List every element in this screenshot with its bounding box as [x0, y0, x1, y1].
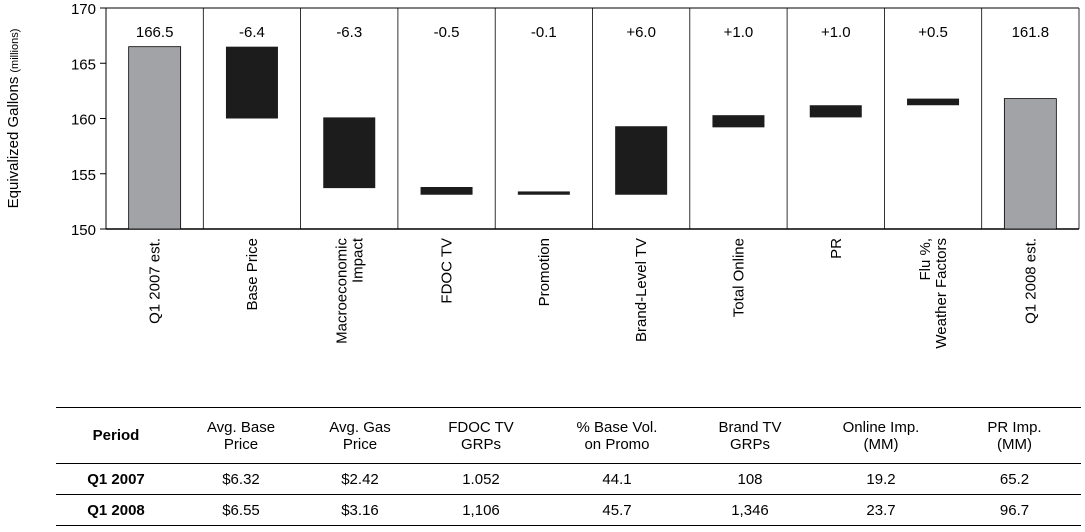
header-text: PR Imp.	[987, 418, 1042, 436]
header-text: Period	[92, 427, 140, 444]
table-cell: 108	[686, 463, 814, 495]
table-cell: $3.16	[306, 494, 414, 526]
header-text: % Base Vol.	[576, 418, 658, 436]
value-label: 161.8	[1012, 24, 1050, 41]
table-row: Q1 2007 $6.32 $2.42 1.052 44.1 108 19.2 65.2	[56, 463, 1081, 495]
row-period-cell: Q1 2008	[56, 494, 176, 526]
table-cell: 19.2	[814, 463, 948, 495]
category-label: Base Price	[244, 238, 261, 311]
header-text: Price	[342, 435, 378, 453]
table-header-row: Period Avg. Base Price Avg. Gas Price FDOC TV…	[56, 407, 1081, 464]
header-text: Avg. Gas	[329, 418, 391, 436]
header-text: on Promo	[584, 435, 650, 453]
table-cell: $2.42	[306, 463, 414, 495]
header-text: Price	[223, 435, 259, 453]
table-cell: 23.7	[814, 494, 948, 526]
table-cell: 1,106	[414, 494, 548, 526]
value-labels: 166.5 -6.4 -6.3 -0.5 -0.1 +6.0 +1.0 +1.0 +0.5 161…	[136, 24, 1049, 41]
table-header-cell: FDOC TV GRPs	[414, 407, 548, 464]
table-header-cell: Online Imp. (MM)	[814, 407, 948, 464]
table-cell: 65.2	[948, 463, 1081, 495]
bar-6	[615, 126, 668, 195]
table-cell: 1.052	[414, 463, 548, 495]
table-cell: 44.1	[548, 463, 686, 495]
header-text: (MM)	[863, 435, 899, 453]
y-axis-title: Equivalized Gallons(millions)	[5, 29, 22, 209]
header-text: (MM)	[997, 435, 1032, 453]
bar-10	[1003, 98, 1057, 230]
category-label: Promotion	[536, 238, 553, 306]
bars	[128, 46, 1057, 230]
table-cell: $6.55	[176, 494, 306, 526]
y-axis-label: Equivalized Gallons(millions)	[5, 29, 22, 209]
table-body: Q1 2007 $6.32 $2.42 1.052 44.1 108 19.2 65.2 Q1 …	[56, 463, 1081, 526]
table-cell: 1,346	[686, 494, 814, 526]
value-label: +0.5	[918, 24, 948, 41]
category-label: Total Online	[730, 238, 747, 317]
bar-1	[128, 46, 182, 230]
table-header-cell: Avg. Base Price	[176, 407, 306, 464]
bar-9	[907, 98, 960, 106]
bar-4	[420, 187, 473, 195]
y-tick-label: 150	[71, 222, 96, 239]
plot-frame	[106, 7, 1080, 230]
header-text: Avg. Base	[206, 418, 276, 436]
header-text: GRPs	[460, 435, 501, 453]
row-period-cell: Q1 2007	[56, 463, 176, 495]
bar-7	[712, 115, 765, 128]
table-row: Q1 2008 $6.55 $3.16 1,106 45.7 1,346 23.7 96.7	[56, 494, 1081, 526]
header-text: GRPs	[729, 435, 770, 453]
category-label: Q1 2007 est.	[147, 238, 164, 324]
bar-5	[517, 191, 570, 195]
header-text: Brand TV	[718, 418, 782, 436]
table-header-cell: Period	[56, 407, 176, 464]
category-label: FDOC TV	[439, 238, 456, 304]
table-header-cell: Brand TV GRPs	[686, 407, 814, 464]
waterfall-chart: Equivalized Gallons(millions) 1501551601…	[5, 1, 1080, 349]
header-text: FDOC TV	[448, 418, 514, 436]
bar-3	[323, 117, 376, 189]
y-tick-label: 160	[71, 112, 96, 129]
table-header-cell: PR Imp. (MM)	[948, 407, 1081, 464]
bar-2	[225, 46, 278, 119]
category-label: MacroeconomicImpact	[333, 237, 366, 344]
value-label: +1.0	[821, 24, 851, 41]
table-header-cell: Avg. Gas Price	[306, 407, 414, 464]
table-cell: $6.32	[176, 463, 306, 495]
table-cell: 96.7	[948, 494, 1081, 526]
value-label: 166.5	[136, 24, 174, 41]
value-label: -6.4	[239, 24, 265, 41]
category-label: PR	[828, 238, 845, 259]
value-label: -0.5	[434, 24, 460, 41]
category-label: Q1 2008 est.	[1022, 238, 1039, 324]
header-text: Online Imp.	[842, 418, 920, 436]
category-label: Brand-Level TV	[633, 238, 650, 342]
value-label: +6.0	[626, 24, 656, 41]
value-label: +1.0	[724, 24, 754, 41]
y-tick-label: 155	[71, 167, 96, 184]
summary-table: Period Avg. Base Price Avg. Gas Price FDOC TV…	[56, 407, 1081, 526]
value-label: -0.1	[531, 24, 557, 41]
category-labels: Q1 2007 est. Base Price MacroeconomicImpac…	[147, 237, 1040, 348]
table-cell: 45.7	[548, 494, 686, 526]
value-label: -6.3	[336, 24, 362, 41]
y-tick-label: 170	[71, 1, 96, 18]
table-header-cell: % Base Vol. on Promo	[548, 407, 686, 464]
y-tick-label: 165	[71, 56, 96, 73]
y-axis: 150 155 160 165 170	[71, 1, 107, 239]
bar-8	[809, 105, 862, 118]
category-label: Flu %,Weather Factors	[917, 238, 950, 349]
